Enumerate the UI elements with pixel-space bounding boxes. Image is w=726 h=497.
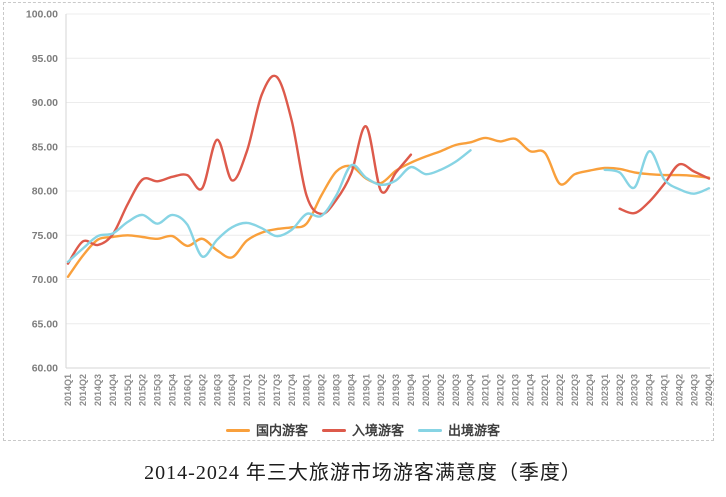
x-tick-label: 2014Q3 (93, 374, 103, 406)
y-tick-label: 70.00 (32, 274, 58, 286)
x-tick-label: 2015Q1 (123, 374, 133, 406)
y-tick-label: 90.00 (32, 97, 58, 109)
y-tick-label: 65.00 (32, 318, 58, 330)
x-tick-label: 2024Q3 (689, 374, 699, 406)
x-tick-label: 2023Q2 (615, 374, 625, 406)
x-tick-label: 2021Q1 (481, 374, 491, 406)
series-line-outbound (66, 149, 711, 263)
y-tick-label: 75.00 (32, 230, 58, 242)
chart-caption: 2014-2024 年三大旅游市场游客满意度（季度） (144, 462, 582, 484)
y-axis-labels: 100.00 95.00 90.00 85.00 80.00 75.00 70.00 65.0… (26, 9, 58, 375)
x-tick-label: 2023Q1 (600, 374, 610, 406)
x-tick-label: 2018Q3 (332, 374, 342, 406)
x-tick-label: 2024Q1 (659, 374, 669, 406)
domestic-legend-swatch-icon (225, 429, 250, 432)
x-tick-label: 2018Q2 (317, 374, 327, 406)
outbound-path (66, 149, 472, 263)
inbound-path (618, 162, 711, 215)
y-tick-label: 80.00 (32, 186, 58, 198)
x-tick-label: 2017Q4 (287, 374, 297, 406)
series-line-domestic (66, 136, 711, 278)
x-tick-label: 2017Q2 (257, 374, 267, 406)
x-tick-label: 2019Q3 (391, 374, 401, 406)
x-tick-label: 2017Q1 (242, 374, 252, 406)
inbound-legend-swatch-icon (321, 429, 346, 432)
x-tick-label: 2014Q1 (63, 374, 73, 406)
x-tick-label: 2021Q2 (496, 374, 506, 406)
y-tick-label: 60.00 (32, 363, 58, 375)
x-tick-label: 2022Q1 (540, 374, 550, 406)
x-tick-label: 2018Q4 (346, 374, 356, 406)
y-gridlines (66, 13, 710, 369)
legend-item-domestic: 国内游客 (225, 423, 308, 438)
inbound-legend-label: 入境游客 (351, 423, 404, 438)
x-tick-label: 2021Q4 (525, 374, 535, 406)
x-tick-label: 2020Q1 (421, 374, 431, 406)
x-tick-label: 2016Q4 (227, 374, 237, 406)
x-tick-label: 2019Q2 (376, 374, 386, 406)
x-tick-label: 2018Q1 (302, 374, 312, 406)
x-tick-label: 2024Q4 (704, 374, 714, 406)
x-tick-label: 2015Q2 (138, 374, 148, 406)
x-tick-label: 2016Q2 (197, 374, 207, 406)
x-tick-label: 2016Q1 (182, 374, 192, 406)
x-tick-label: 2021Q3 (510, 374, 520, 406)
outbound-path (603, 150, 711, 195)
outbound-legend-label: 出境游客 (448, 423, 501, 438)
domestic-path (66, 136, 711, 278)
y-tick-label: 95.00 (32, 53, 58, 65)
line-chart: 100.00 95.00 90.00 85.00 80.00 75.00 70.00 65.0… (26, 9, 714, 407)
x-tick-label: 2016Q3 (212, 374, 222, 406)
x-tick-label: 2015Q3 (153, 374, 163, 406)
x-tick-label: 2022Q4 (585, 374, 595, 406)
x-tick-label: 2017Q3 (272, 374, 282, 406)
y-tick-label: 100.00 (26, 9, 58, 21)
x-tick-label: 2020Q3 (451, 374, 461, 406)
legend-item-inbound: 入境游客 (321, 423, 404, 438)
y-tick-label: 85.00 (32, 141, 58, 153)
x-tick-label: 2015Q4 (168, 374, 178, 406)
x-tick-label: 2022Q2 (555, 374, 565, 406)
x-tick-label: 2014Q4 (108, 374, 118, 406)
x-tick-label: 2014Q2 (78, 374, 88, 406)
x-tick-label: 2020Q4 (466, 374, 476, 406)
x-tick-label: 2020Q2 (436, 374, 446, 406)
x-tick-label: 2024Q2 (674, 374, 684, 406)
legend-item-outbound: 出境游客 (418, 423, 500, 438)
x-tick-label: 2019Q1 (361, 374, 371, 406)
x-tick-label: 2023Q4 (645, 374, 655, 406)
x-axis-labels: 2014Q1 2014Q2 2014Q3 2014Q4 2015Q1 2015Q2 2015… (63, 374, 714, 406)
x-tick-label: 2019Q4 (406, 374, 416, 406)
domestic-legend-label: 国内游客 (255, 423, 308, 438)
chart-legend: 国内游客 入境游客 出境游客 (0, 423, 726, 438)
outbound-legend-swatch-icon (418, 429, 442, 432)
x-tick-label: 2022Q3 (570, 374, 580, 406)
x-tick-label: 2023Q3 (630, 374, 640, 406)
